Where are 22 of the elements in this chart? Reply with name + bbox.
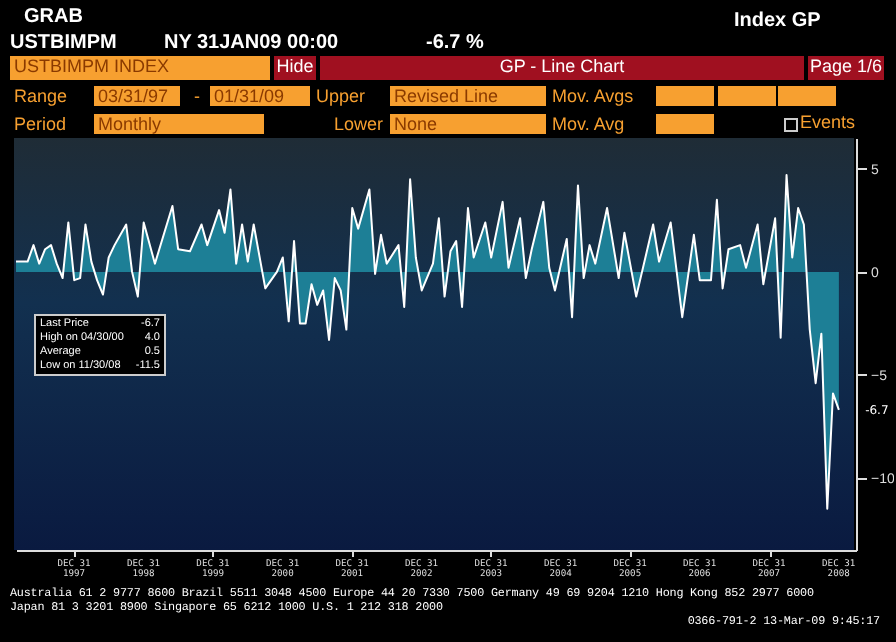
text: Period: [14, 114, 67, 136]
text: 03/31/97: [94, 86, 180, 106]
text: GRAB: [24, 6, 83, 28]
text: None: [390, 114, 546, 134]
text: Upper: [316, 86, 366, 108]
text: Mov. Avgs: [552, 86, 634, 108]
text: Lower: [334, 114, 384, 136]
text: Range: [14, 86, 68, 108]
text: USTBIMPM: [10, 32, 117, 54]
text: -: [194, 86, 200, 108]
text: Index GP: [734, 10, 821, 32]
text: Page 1/6: [808, 56, 884, 80]
text: Mov. Avg: [552, 114, 625, 136]
text: Hide: [274, 56, 316, 80]
text: 01/31/09: [210, 86, 310, 106]
text: Events: [800, 112, 856, 134]
text: GP - Line Chart: [320, 56, 804, 80]
text: NY 31JAN09 00:00: [164, 32, 339, 54]
text: Monthly: [94, 114, 264, 134]
text: Revised Line: [390, 86, 546, 106]
chart-title: USTBIMPM INDEX: [10, 56, 270, 80]
text: -6.7 %: [426, 32, 484, 54]
